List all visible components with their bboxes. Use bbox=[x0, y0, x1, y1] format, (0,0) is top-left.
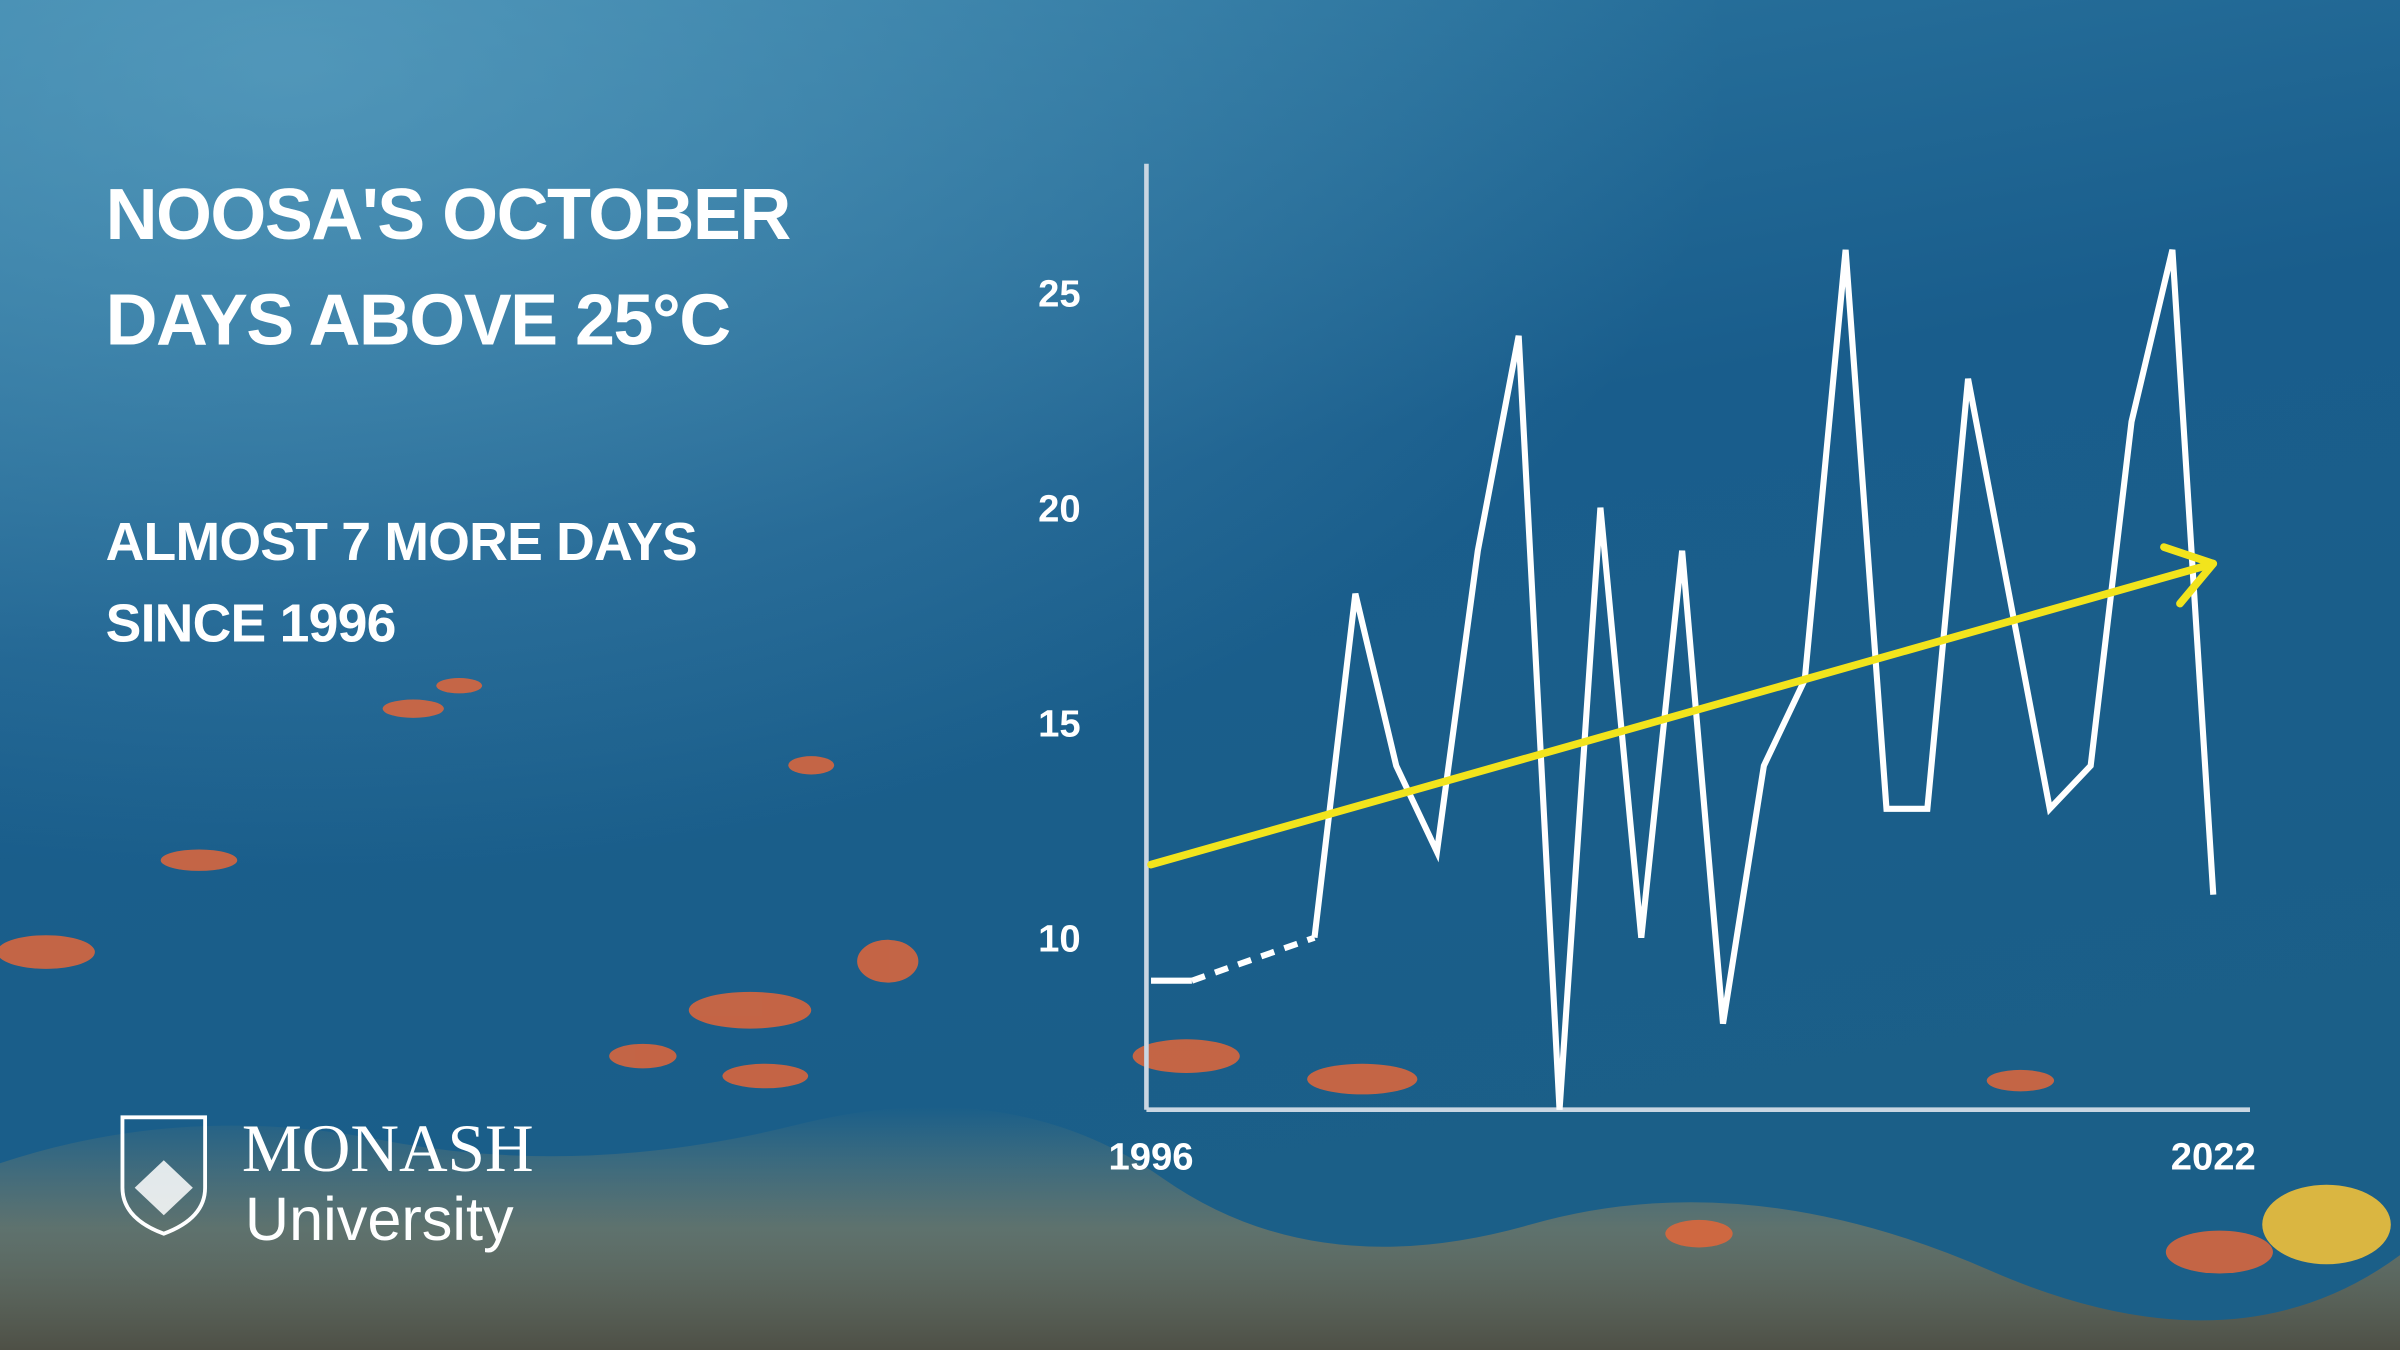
x-tick-label: 1996 bbox=[1108, 1135, 1193, 1178]
logo-subname: University bbox=[245, 1185, 514, 1253]
y-tick-label: 15 bbox=[1038, 703, 1081, 746]
fish-decoration bbox=[0, 678, 2273, 1274]
x-tick-label: 2022 bbox=[2171, 1135, 2256, 1178]
chart-title: NOOSA'S OCTOBER DAYS ABOVE 25°C bbox=[106, 175, 791, 361]
y-tick-label: 25 bbox=[1038, 273, 1081, 316]
gap-connector bbox=[1190, 934, 1316, 984]
logo-crest bbox=[120, 1115, 208, 1236]
yellow-fish bbox=[2262, 1184, 2391, 1265]
trend-line bbox=[1147, 559, 2218, 869]
subtitle-line: ALMOST 7 MORE DAYS bbox=[106, 513, 697, 572]
y-tick-label: 20 bbox=[1038, 488, 1081, 531]
title-line: NOOSA'S OCTOBER bbox=[106, 175, 791, 255]
y-tick-label: 10 bbox=[1038, 917, 1081, 960]
coral-reef bbox=[0, 1107, 2400, 1350]
subtitle-line: SINCE 1996 bbox=[106, 594, 396, 653]
logo: MONASH University bbox=[120, 1111, 534, 1253]
logo-crest-detail bbox=[134, 1160, 193, 1216]
logo-name: MONASH bbox=[242, 1111, 534, 1186]
title-line: DAYS ABOVE 25°C bbox=[106, 280, 730, 360]
trend-arrowhead bbox=[2160, 543, 2218, 608]
data-line bbox=[1151, 249, 2217, 1110]
subtitle: ALMOST 7 MORE DAYS SINCE 1996 bbox=[106, 513, 697, 653]
